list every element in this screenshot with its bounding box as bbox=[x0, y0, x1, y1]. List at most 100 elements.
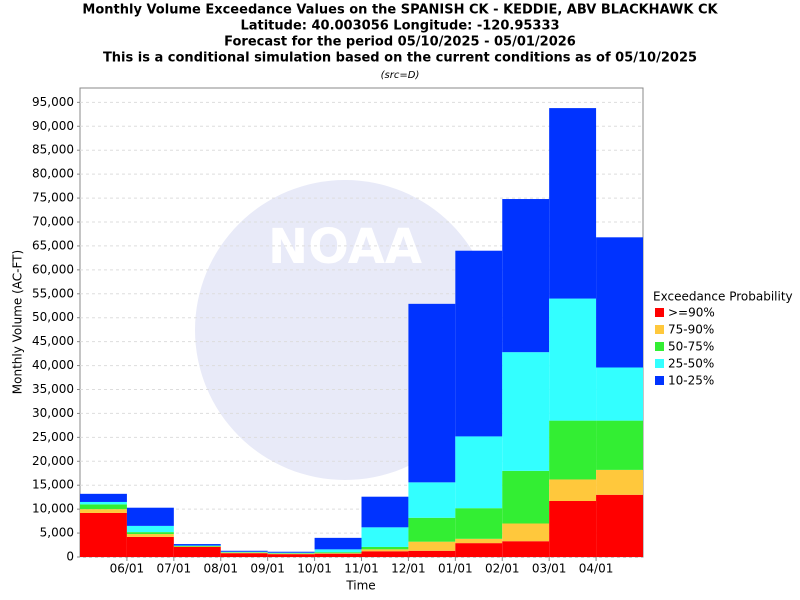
y-tick-label: 55,000 bbox=[32, 286, 74, 300]
legend-label: 75-90% bbox=[668, 323, 714, 337]
y-tick-label: 60,000 bbox=[32, 262, 74, 276]
bar-segment bbox=[549, 108, 597, 299]
bar-segment bbox=[80, 493, 127, 502]
legend-label: 50-75% bbox=[668, 340, 714, 354]
legend-swatch bbox=[655, 308, 664, 317]
bar-segment bbox=[80, 512, 127, 557]
chart-title: Forecast for the period 05/10/2025 - 05/… bbox=[224, 35, 576, 50]
bar-segment bbox=[314, 537, 362, 550]
y-tick-label: 0 bbox=[66, 550, 74, 564]
bar-segment bbox=[314, 549, 362, 553]
bar-segment bbox=[502, 352, 550, 471]
y-tick-label: 65,000 bbox=[32, 238, 74, 252]
bar-segment bbox=[502, 470, 550, 524]
y-tick-label: 70,000 bbox=[32, 215, 74, 229]
x-tick-label: 02/01 bbox=[485, 562, 520, 576]
bar-segment bbox=[502, 541, 550, 557]
chart-title: Latitude: 40.003056 Longitude: -120.9533… bbox=[240, 19, 559, 34]
bar-segment bbox=[455, 436, 503, 509]
bar-segment bbox=[549, 420, 597, 480]
bar-segment bbox=[549, 501, 597, 557]
bar-segment bbox=[361, 496, 409, 528]
bar-segment bbox=[455, 508, 503, 539]
x-tick-label: 08/01 bbox=[203, 562, 238, 576]
bar-segment bbox=[314, 552, 362, 554]
x-tick-label: 07/01 bbox=[157, 562, 192, 576]
y-tick-label: 10,000 bbox=[32, 502, 74, 516]
bar-segment bbox=[596, 469, 643, 495]
bar-segment bbox=[173, 544, 221, 546]
y-tick-label: 85,000 bbox=[32, 143, 74, 157]
x-tick-label: 12/01 bbox=[391, 562, 426, 576]
bar-segment bbox=[80, 501, 127, 505]
x-tick-label: 11/01 bbox=[344, 562, 379, 576]
y-tick-label: 25,000 bbox=[32, 430, 74, 444]
bar-segment bbox=[126, 507, 174, 526]
bar-segment bbox=[549, 479, 597, 502]
bar-segment bbox=[549, 298, 597, 421]
y-tick-label: 15,000 bbox=[32, 478, 74, 492]
bar-segment bbox=[455, 250, 503, 437]
bar-segment bbox=[80, 504, 127, 510]
bar-segment bbox=[408, 541, 456, 551]
bar-segment bbox=[126, 532, 174, 535]
y-tick-label: 5,000 bbox=[40, 526, 74, 540]
bar-segment bbox=[126, 536, 174, 557]
bar-segment bbox=[80, 509, 127, 513]
y-tick-label: 40,000 bbox=[32, 358, 74, 372]
bar-segment bbox=[126, 534, 174, 537]
bar-segment bbox=[596, 367, 643, 421]
y-tick-label: 45,000 bbox=[32, 334, 74, 348]
legend-swatch bbox=[655, 342, 664, 351]
x-tick-label: 03/01 bbox=[532, 562, 567, 576]
legend-label: 10-25% bbox=[668, 374, 714, 388]
bar-segment bbox=[267, 554, 315, 557]
bar-segment bbox=[361, 549, 409, 552]
legend-title: Exceedance Probability bbox=[653, 290, 793, 304]
y-tick-label: 95,000 bbox=[32, 95, 74, 109]
legend-swatch bbox=[655, 325, 664, 334]
bar-segment bbox=[596, 420, 643, 470]
legend-label: >=90% bbox=[668, 306, 715, 320]
y-tick-label: 50,000 bbox=[32, 310, 74, 324]
bar-segment bbox=[220, 553, 268, 557]
legend-swatch bbox=[655, 376, 664, 385]
x-axis-label: Time bbox=[345, 579, 375, 593]
bar-segment bbox=[455, 543, 503, 557]
x-tick-label: 06/01 bbox=[110, 562, 145, 576]
y-tick-label: 30,000 bbox=[32, 406, 74, 420]
x-tick-label: 10/01 bbox=[297, 562, 332, 576]
y-tick-label: 75,000 bbox=[32, 191, 74, 205]
bar-segment bbox=[126, 525, 174, 533]
y-tick-label: 20,000 bbox=[32, 454, 74, 468]
bar-segment bbox=[314, 553, 362, 557]
y-tick-label: 35,000 bbox=[32, 382, 74, 396]
chart-title: Monthly Volume Exceedance Values on the … bbox=[82, 3, 718, 18]
bar-segment bbox=[596, 237, 643, 368]
bar-segment bbox=[502, 199, 550, 353]
x-tick-label: 01/01 bbox=[438, 562, 473, 576]
bar-segment bbox=[361, 551, 409, 557]
bar-segment bbox=[596, 494, 643, 557]
watermark: NOAA bbox=[268, 219, 422, 275]
bar-segment bbox=[173, 546, 221, 557]
bar-segment bbox=[408, 303, 456, 483]
legend-swatch bbox=[655, 359, 664, 368]
y-tick-label: 80,000 bbox=[32, 167, 74, 181]
chart-title: This is a conditional simulation based o… bbox=[103, 51, 697, 66]
legend-label: 25-50% bbox=[668, 357, 714, 371]
bar-segment bbox=[408, 550, 456, 557]
bar-segment bbox=[502, 523, 550, 542]
bar-segment bbox=[408, 517, 456, 542]
chart-note: (src=D) bbox=[381, 70, 420, 81]
bar-segment bbox=[267, 551, 315, 553]
bar-segment bbox=[455, 538, 503, 544]
bar-segment bbox=[220, 550, 268, 552]
bar-segment bbox=[361, 527, 409, 547]
bar-segment bbox=[361, 546, 409, 550]
x-tick-label: 04/01 bbox=[579, 562, 614, 576]
bar-segment bbox=[408, 482, 456, 518]
y-axis-label: Monthly Volume (AC-FT) bbox=[11, 250, 25, 394]
x-tick-label: 09/01 bbox=[250, 562, 285, 576]
